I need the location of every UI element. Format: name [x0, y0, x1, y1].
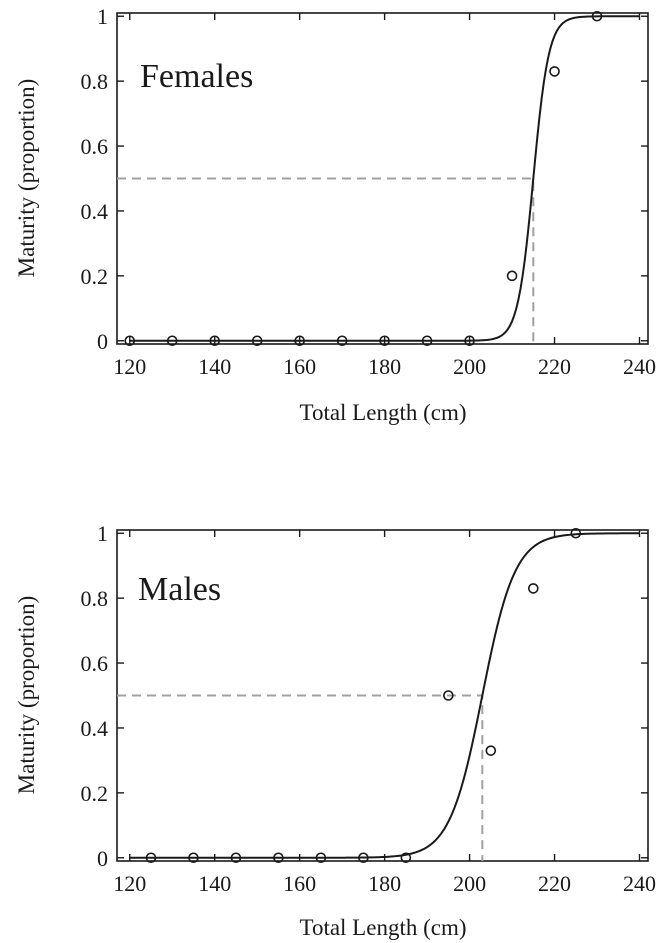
females-observed-point [506, 270, 518, 282]
males-y-tick-label: 0.6 [81, 651, 109, 676]
females-y-tick-label: 0.4 [81, 199, 109, 224]
males-observed-point [400, 852, 412, 864]
males-x-tick-label: 140 [198, 871, 231, 896]
females-observed-points [124, 10, 603, 347]
males-y-tick-label: 0.4 [81, 716, 109, 741]
females-observed-point [421, 335, 433, 347]
males-observed-point [570, 527, 582, 539]
females-y-tick-label: 0.8 [81, 69, 109, 94]
males-observed-points [145, 527, 582, 864]
males-observed-point [528, 583, 539, 594]
males-observed-point [315, 852, 327, 864]
males-observed-point [358, 852, 369, 864]
males-y-tick-label: 0.8 [81, 586, 109, 611]
females-observed-point [294, 335, 305, 347]
females-x-tick-label: 240 [623, 354, 656, 379]
females-l50-dashed-line [117, 177, 535, 344]
females-x-tick-label: 200 [453, 354, 486, 379]
females-y-tick-label: 0.2 [81, 264, 109, 289]
males-fitted-curve [129, 532, 640, 859]
males-axis-ticks: 120 140 160 180 200 220 240 0 0.2 0.4 0.6 0.8 1 [81, 521, 657, 896]
females-x-tick-label: 140 [198, 354, 231, 379]
females-fitted-curve-group [129, 15, 640, 342]
females-y-axis-title: Maturity (proportion) [14, 79, 39, 278]
males-x-tick-label: 240 [623, 871, 656, 896]
males-fitted-curve-group [129, 532, 640, 859]
females-l50-reference [117, 177, 535, 344]
males-y-tick-label: 0 [97, 846, 108, 871]
males-x-tick-label: 160 [283, 871, 316, 896]
males-l50-dashed-line [117, 694, 484, 861]
females-observed-point [549, 66, 560, 77]
males-observed-point [145, 852, 157, 864]
females-observed-point [124, 335, 136, 347]
females-observed-point [591, 10, 603, 22]
females-fitted-curve [129, 15, 640, 342]
females-observed-point [464, 335, 475, 347]
females-y-tick-label: 0 [97, 329, 108, 354]
females-observed-point [166, 335, 178, 347]
females-panel: 120 140 160 180 200 220 240 0 0.2 0.4 0.6 0.8 1 Fema… [14, 4, 656, 425]
males-observed-point [443, 690, 454, 701]
males-l50-reference [117, 694, 484, 861]
males-y-axis-title: Maturity (proportion) [14, 596, 39, 795]
males-observed-point [188, 852, 199, 864]
females-observed-point [379, 335, 390, 347]
males-observed-point [230, 852, 242, 864]
females-x-tick-label: 180 [368, 354, 401, 379]
females-y-tick-label: 1 [97, 4, 108, 29]
males-panel-label: Males [138, 571, 221, 608]
females-axis-ticks: 120 140 160 180 200 220 240 0 0.2 0.4 0.6 0.8 1 [81, 4, 657, 379]
males-x-tick-label: 180 [368, 871, 401, 896]
males-observed-point [273, 852, 284, 864]
males-observed-point [485, 745, 497, 756]
males-y-tick-label: 0.2 [81, 781, 109, 806]
females-x-tick-label: 220 [538, 354, 571, 379]
males-x-tick-label: 220 [538, 871, 571, 896]
males-x-tick-label: 200 [453, 871, 486, 896]
males-x-tick-label: 120 [113, 871, 146, 896]
females-y-tick-label: 0.6 [81, 134, 109, 159]
females-observed-point [336, 335, 348, 347]
males-x-axis-title: Total Length (cm) [300, 915, 467, 940]
females-panel-label: Females [140, 58, 253, 95]
females-x-tick-label: 120 [113, 354, 146, 379]
males-panel: 120 140 160 180 200 220 240 0 0.2 0.4 0.6 0.8 1 Male… [14, 521, 656, 940]
females-x-axis-title: Total Length (cm) [300, 400, 467, 425]
females-x-tick-label: 160 [283, 354, 316, 379]
males-y-tick-label: 1 [97, 521, 108, 546]
females-observed-point [209, 335, 221, 347]
females-observed-point [251, 335, 263, 347]
